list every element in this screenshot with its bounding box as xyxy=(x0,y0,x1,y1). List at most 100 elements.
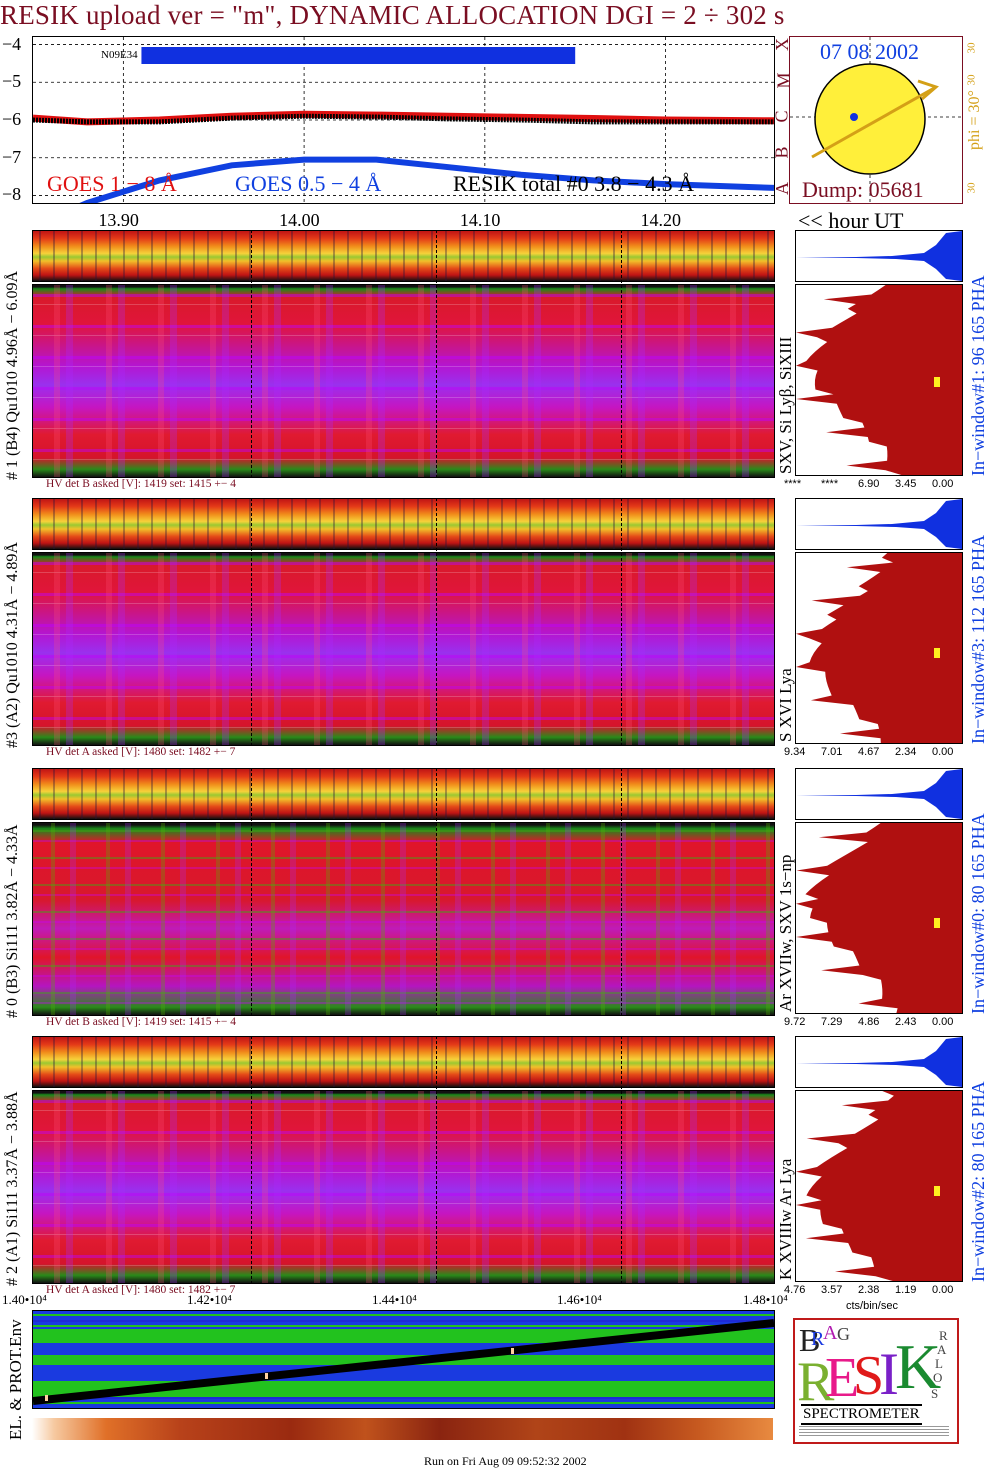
pha-tick: 2.43 xyxy=(895,1016,917,1028)
pha-small xyxy=(795,498,963,550)
spectrum-image xyxy=(32,552,775,746)
pha-large xyxy=(795,822,963,1014)
pha-tick: 9.34 xyxy=(784,746,806,758)
env-xtick: 1.48•10⁴ xyxy=(743,1292,788,1307)
pha-tick: 1.19 xyxy=(895,1284,917,1296)
legend-goes-short: GOES 0.5 − 4 Å xyxy=(235,171,382,196)
pha-large xyxy=(795,284,963,476)
spectrum-time-grid xyxy=(621,230,622,478)
pha-small-svg xyxy=(796,231,962,281)
pha-small-svg xyxy=(796,499,962,549)
pha-small xyxy=(795,1036,963,1088)
pha-xlabel: cts/bin/sec xyxy=(846,1300,898,1312)
lc-ytick: −8 xyxy=(2,184,22,205)
env-ylabel: EL. & PROT.Env xyxy=(6,1319,25,1440)
hour-ut-label: << hour UT xyxy=(798,208,904,233)
env-color-bar xyxy=(32,1418,773,1440)
spectrum-image xyxy=(32,284,775,478)
logo-letter: O xyxy=(933,1370,943,1385)
spectrum-time-grid xyxy=(251,768,252,1016)
legend-goes-long: GOES 1 − 8 Å xyxy=(47,171,177,196)
lc-ytick: −7 xyxy=(2,146,22,167)
in-window-label: In−window#3: 112 165 PHA xyxy=(968,535,988,744)
logo-letter: K xyxy=(895,1331,942,1402)
spectrum-time-grid xyxy=(436,230,437,478)
page-title: RESIK upload ver = "m", DYNAMIC ALLOCATI… xyxy=(0,0,785,30)
logo-caption: SPECTROMETER xyxy=(801,1404,922,1425)
panel-label: # 2 (A1) Si111 3.37Å − 3.88Å xyxy=(4,1091,21,1287)
phi-tick-mid: 30 xyxy=(965,74,978,86)
pha-tick: 6.90 xyxy=(858,478,880,490)
env-xtick: 1.46•10⁴ xyxy=(557,1292,602,1307)
pha-small-svg xyxy=(796,769,962,819)
pha-tick: 7.01 xyxy=(821,746,843,758)
logo-letter: R xyxy=(811,1328,825,1350)
logo-letter: S xyxy=(931,1386,939,1401)
env-xtick: 1.40•10⁴ xyxy=(2,1292,47,1307)
solar-disk-panel: 07 08 2002 Dump: 05681 xyxy=(789,36,963,204)
logo-letter: A xyxy=(823,1322,838,1344)
hv-label: HV det A asked [V]: 1480 set: 1482 +− 7 xyxy=(46,746,236,758)
pha-large-svg xyxy=(796,285,962,475)
logo-letter: L xyxy=(935,1356,943,1371)
pha-tick: 3.45 xyxy=(895,478,917,490)
lc-xtick: 13.90 xyxy=(98,210,139,230)
spectrum-image xyxy=(32,1090,775,1284)
lc-xtick: 14.00 xyxy=(279,210,320,230)
pha-tick: 0.00 xyxy=(932,1016,954,1028)
pha-tick: 0.00 xyxy=(932,746,954,758)
spectrum-time-grid xyxy=(436,498,437,746)
logo-letter: G xyxy=(837,1324,850,1344)
in-window-label: In−window#1: 96 165 PHA xyxy=(968,275,988,476)
pha-tick: 9.72 xyxy=(784,1016,806,1028)
obs-date: 07 08 2002 xyxy=(820,39,919,64)
logo-letter: E xyxy=(825,1347,860,1409)
logo-letter: A xyxy=(937,1342,947,1357)
solar-disk xyxy=(814,63,926,175)
spectrum-image xyxy=(32,822,775,1016)
phi-tick-bottom: 30 xyxy=(965,182,978,194)
lc-ytick: −6 xyxy=(2,109,22,129)
line-id-label: S XVI Lya xyxy=(776,668,795,742)
phi-tick-top: 30 xyxy=(965,42,978,54)
pha-window-marker xyxy=(934,1186,940,1196)
lc-series-1 xyxy=(79,156,774,203)
pha-tick: 2.34 xyxy=(895,746,917,758)
spectrum-time-grid xyxy=(621,498,622,746)
hv-label: HV det B asked [V]: 1419 set: 1415 +− 4 xyxy=(46,478,237,490)
phi-arrow xyxy=(811,85,937,159)
spectrum-time-grid xyxy=(251,498,252,746)
hv-label: HV det B asked [V]: 1419 set: 1415 +− 4 xyxy=(46,1016,237,1028)
phi-label: phi = 30° xyxy=(966,90,983,150)
pha-tick: 2.38 xyxy=(858,1284,880,1296)
spectrum-strip xyxy=(32,498,775,550)
pha-large xyxy=(795,552,963,744)
pha-tick: 7.29 xyxy=(821,1016,843,1028)
pha-tick: 3.57 xyxy=(821,1284,843,1296)
env-xtick: 1.42•10⁴ xyxy=(187,1292,232,1307)
pha-tick: 4.67 xyxy=(858,746,880,758)
env-svg xyxy=(33,1319,774,1405)
pha-tick: 4.86 xyxy=(858,1016,880,1028)
resik-logo: B R A G R E S I K S O L A R SPECTROMETER xyxy=(793,1318,959,1444)
flag-bar xyxy=(141,47,576,64)
hv-label: HV det A asked [V]: 1480 set: 1482 +− 7 xyxy=(46,1284,236,1296)
spectrum-time-grid xyxy=(436,768,437,1016)
spectrum-time-grid xyxy=(436,1036,437,1284)
line-id-label: K XVIIIw Ar Lya xyxy=(776,1158,795,1280)
pha-tick: 4.76 xyxy=(784,1284,806,1296)
logo-letter: B xyxy=(799,1322,821,1358)
line-id-label: SXV, Si Lyβ, SiXIII xyxy=(776,336,795,474)
dump-number: Dump: 05681 xyxy=(802,177,924,202)
lc-series-2 xyxy=(33,113,774,125)
spectrum-time-grid xyxy=(621,1036,622,1284)
legend-resik-total: RESIK total #0 3.8 − 4.3 Å xyxy=(453,171,694,196)
spectrum-strip xyxy=(32,768,775,820)
logo-letter: R xyxy=(939,1328,948,1343)
pha-window-marker xyxy=(934,648,940,658)
region-marker xyxy=(850,113,858,121)
flag-label: N09E34 xyxy=(101,49,138,61)
pha-small-svg xyxy=(796,1037,962,1087)
lc-ytick: −4 xyxy=(2,33,22,54)
line-id-label: Ar XVIIw, SXV 1s−np xyxy=(776,854,795,1012)
